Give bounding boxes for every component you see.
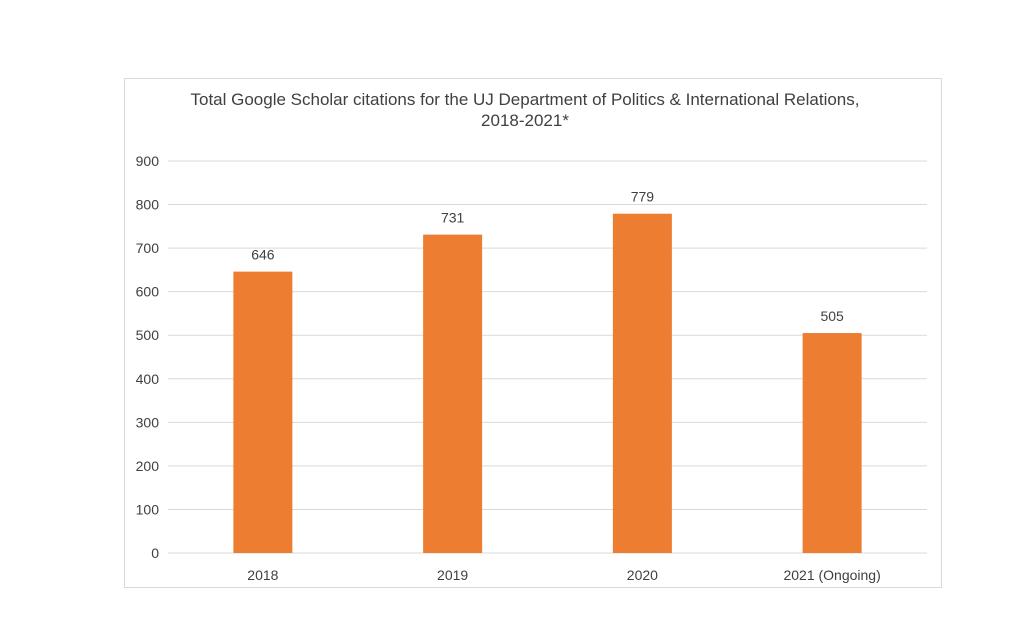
bar-2 [423, 234, 483, 553]
y-tick-label-400: 400 [136, 371, 160, 387]
x-tick-label-4: 2021 (Ongoing) [783, 567, 880, 583]
y-tick-label-700: 700 [136, 240, 160, 256]
y-tick-label-100: 100 [136, 501, 160, 517]
bar-1 [233, 271, 293, 553]
bar-4 [802, 333, 862, 553]
y-tick-label-200: 200 [136, 458, 160, 474]
x-tick-label-1: 2018 [247, 567, 278, 583]
chart-title-line-1: Total Google Scholar citations for the U… [190, 90, 860, 109]
y-tick-label-900: 900 [136, 153, 160, 169]
chart-title: Total Google Scholar citations for the U… [145, 89, 905, 131]
y-tick-label-0: 0 [151, 545, 159, 561]
data-label-2: 731 [441, 210, 465, 226]
y-tick-label-300: 300 [136, 414, 160, 430]
y-tick-label-600: 600 [136, 284, 160, 300]
bar-chart: 0 100 200 300 400 500 600 700 800 900 646 2018 731 20… [136, 153, 927, 583]
chart-frame: Total Google Scholar citations for the U… [124, 78, 942, 588]
y-tick-label-800: 800 [136, 197, 160, 213]
x-tick-label-3: 2020 [627, 567, 658, 583]
bar-3 [612, 213, 672, 554]
data-label-3: 779 [631, 189, 655, 205]
x-tick-label-2: 2019 [437, 567, 468, 583]
chart-title-line-2: 2018-2021* [481, 111, 569, 130]
y-tick-label-500: 500 [136, 327, 160, 343]
data-label-4: 505 [820, 308, 844, 324]
data-label-1: 646 [251, 247, 275, 263]
